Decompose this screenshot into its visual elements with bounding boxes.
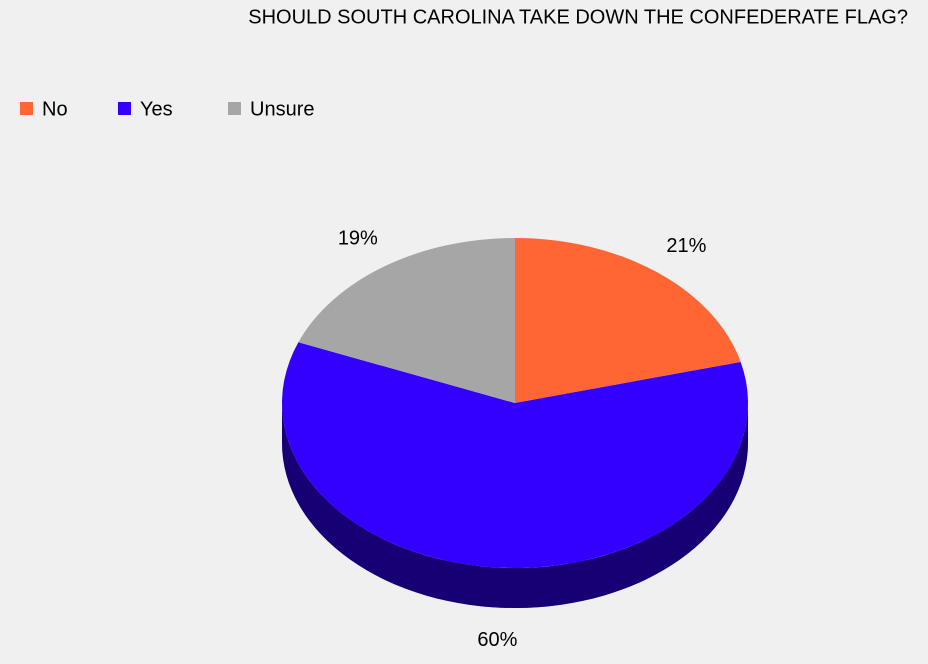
legend-swatch xyxy=(228,102,241,115)
value-label: 60% xyxy=(477,629,517,651)
value-label: 21% xyxy=(666,235,706,257)
legend-swatch xyxy=(118,102,131,115)
slice xyxy=(282,342,748,569)
slice xyxy=(298,238,515,403)
legend-label: Yes xyxy=(140,98,173,120)
slice-side-shade xyxy=(282,403,748,608)
slice xyxy=(515,238,741,403)
chart-title: SHOULD SOUTH CAROLINA TAKE DOWN THE CONF… xyxy=(248,6,908,28)
legend-swatch xyxy=(20,102,33,115)
value-label: 19% xyxy=(338,228,378,250)
legend-label: Unsure xyxy=(250,98,314,120)
legend-label: No xyxy=(42,98,68,120)
